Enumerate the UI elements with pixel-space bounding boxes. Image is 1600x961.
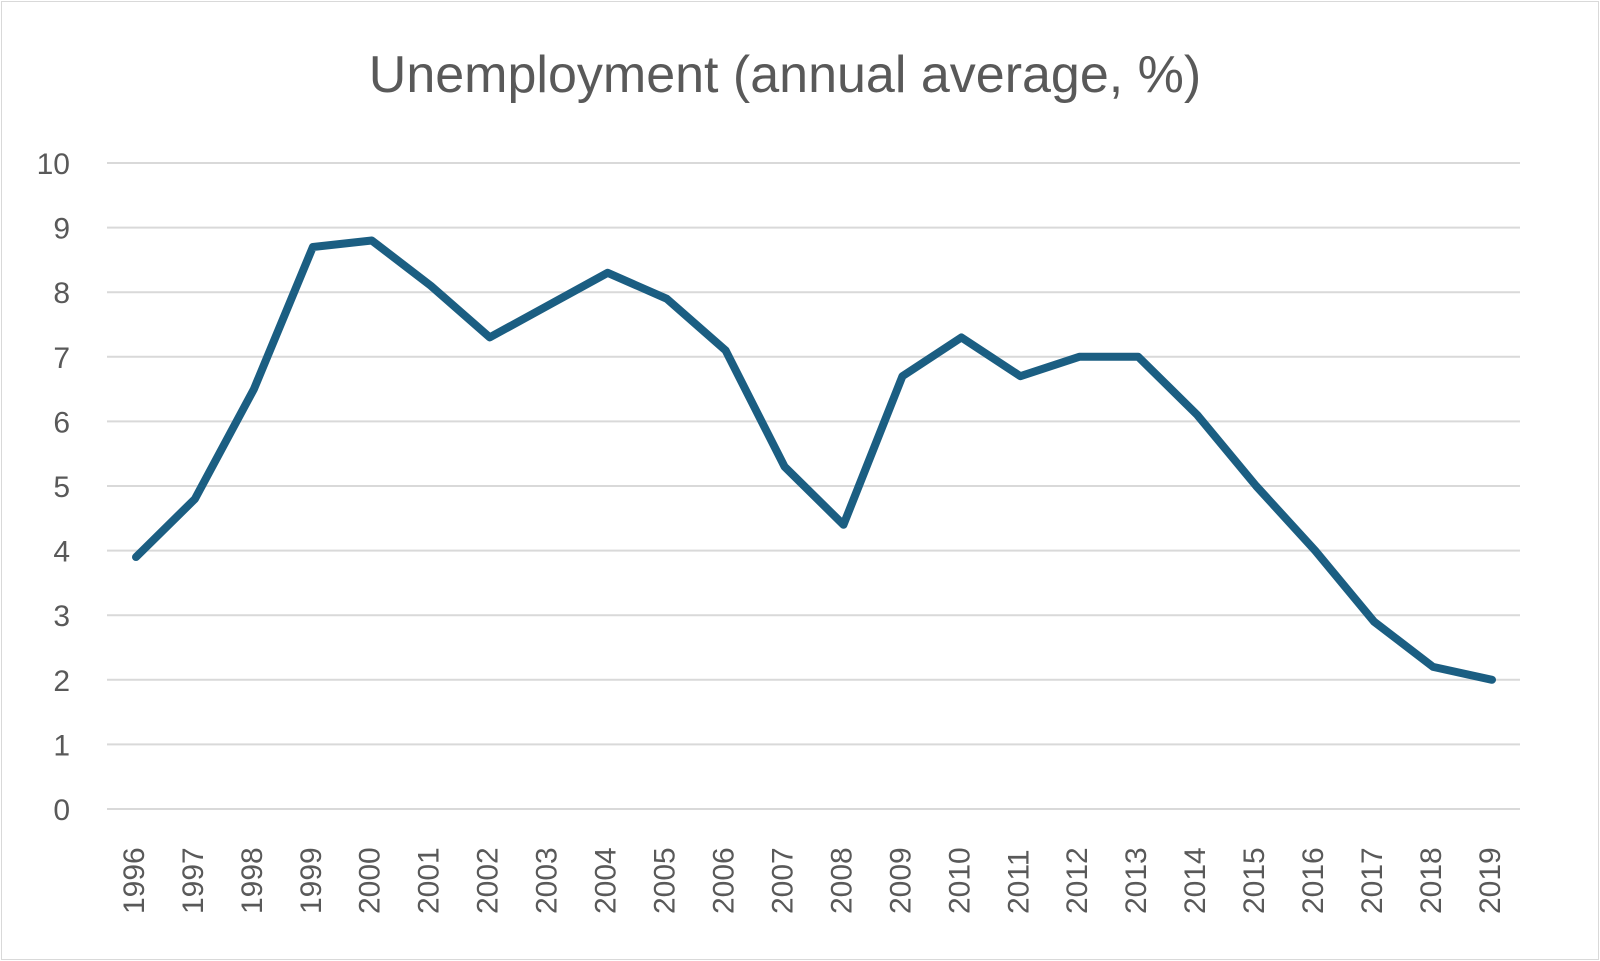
data-point <box>1019 375 1021 377</box>
x-tick-label: 2018 <box>1415 847 1448 914</box>
gridlines <box>107 162 1520 810</box>
data-point <box>194 498 196 500</box>
data-point <box>607 272 609 274</box>
data-point <box>1196 414 1198 416</box>
y-tick-label: 6 <box>53 406 70 439</box>
x-tick-label: 2005 <box>649 847 682 914</box>
y-tick-label: 0 <box>53 794 70 827</box>
data-point <box>1373 621 1375 623</box>
data-point <box>1314 550 1316 552</box>
data-point <box>1491 679 1493 681</box>
y-tick-label: 1 <box>53 729 70 762</box>
data-point <box>135 556 137 558</box>
series-lines <box>132 236 1496 684</box>
series-line-0 <box>132 236 1496 684</box>
x-tick-label: 2010 <box>943 847 976 914</box>
x-tick-label: 2009 <box>884 847 917 914</box>
y-tick-label: 10 <box>37 148 70 181</box>
y-axis-tick-labels: 0 1 2 3 4 5 6 7 8 9 10 <box>37 148 70 827</box>
x-tick-label: 2001 <box>413 847 446 914</box>
data-point <box>430 285 432 287</box>
data-point <box>1432 666 1434 668</box>
y-tick-label: 7 <box>53 342 70 375</box>
data-point <box>1078 356 1080 358</box>
data-point <box>548 304 550 306</box>
x-tick-label: 2006 <box>707 847 740 914</box>
x-tick-label: 1997 <box>177 847 210 914</box>
data-point <box>901 375 903 377</box>
data-point <box>312 246 314 248</box>
x-tick-label: 2019 <box>1474 847 1507 914</box>
x-tick-label: 2004 <box>590 847 623 914</box>
x-tick-label: 1999 <box>295 847 328 914</box>
data-point <box>371 240 373 242</box>
y-tick-label: 8 <box>53 277 70 310</box>
y-tick-label: 9 <box>53 213 70 246</box>
x-tick-label: 2013 <box>1120 847 1153 914</box>
chart-title: Unemployment (annual average, %) <box>369 46 1201 104</box>
y-tick-label: 4 <box>53 536 70 569</box>
y-tick-label: 2 <box>53 665 70 698</box>
data-point <box>842 524 844 526</box>
data-point <box>253 388 255 390</box>
x-tick-label: 2011 <box>1002 849 1035 914</box>
x-tick-label: 2014 <box>1179 847 1212 914</box>
data-point <box>1255 485 1257 487</box>
data-point <box>666 298 668 300</box>
x-tick-label: 2003 <box>531 847 564 914</box>
x-tick-label: 1996 <box>118 847 151 914</box>
x-tick-label: 2015 <box>1238 847 1271 914</box>
data-point <box>1137 356 1139 358</box>
y-tick-label: 3 <box>53 600 70 633</box>
data-point <box>784 466 786 468</box>
x-axis-tick-labels: 1996 1997 1998 1999 2000 2001 2002 2003 2004 2005… <box>118 847 1507 914</box>
y-tick-label: 5 <box>53 471 70 504</box>
data-point <box>489 336 491 338</box>
x-tick-label: 2016 <box>1297 847 1330 914</box>
x-tick-label: 2017 <box>1356 847 1389 914</box>
x-tick-label: 1998 <box>236 847 269 914</box>
x-tick-label: 2008 <box>825 847 858 914</box>
x-tick-label: 2012 <box>1061 847 1094 914</box>
x-tick-label: 2000 <box>354 847 387 914</box>
x-tick-label: 2002 <box>472 847 505 914</box>
data-point <box>960 336 962 338</box>
x-tick-label: 2007 <box>766 847 799 914</box>
data-point <box>725 349 727 351</box>
